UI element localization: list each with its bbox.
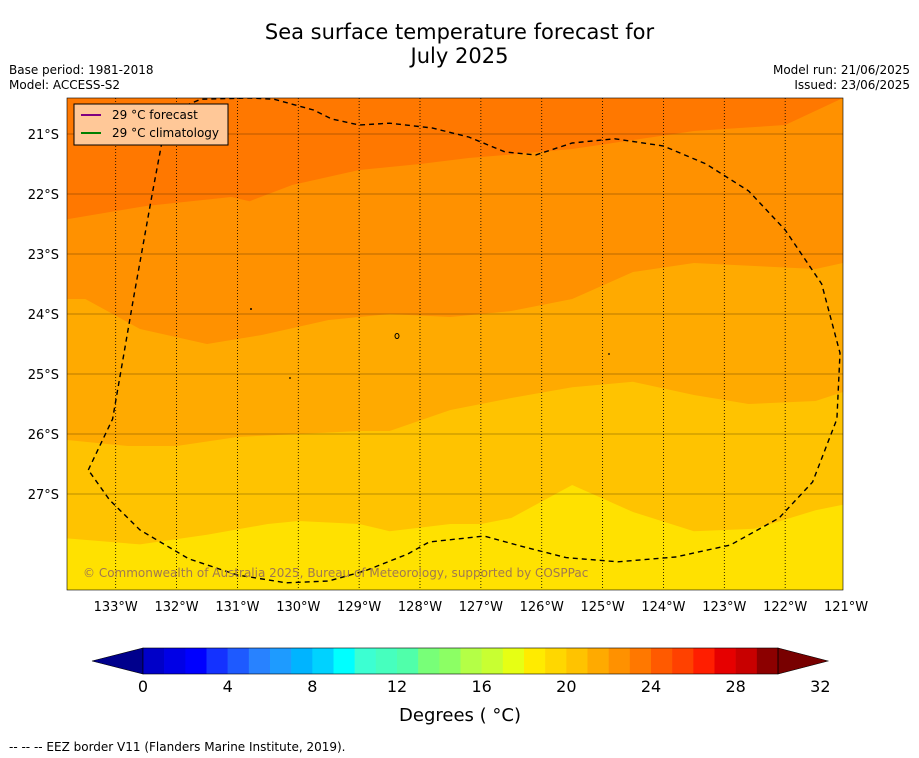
sst-map: © Commonwealth of Australia 2025, Bureau… bbox=[28, 97, 869, 726]
model-label: Model: ACCESS-S2 bbox=[9, 78, 121, 92]
map-frame bbox=[66, 97, 844, 591]
colorbar-segment bbox=[735, 648, 758, 674]
colorbar: 0 4 8 12 16 20 24 28 32 bbox=[91, 647, 831, 696]
colorbar-segment bbox=[460, 648, 482, 674]
map-legend: 29 °C forecast 29 °C climatology bbox=[73, 103, 229, 146]
colorbar-segment bbox=[375, 648, 398, 674]
colorbar-extend-max bbox=[777, 647, 830, 675]
colorbar-segment bbox=[312, 648, 334, 674]
colorbar-tick-label: 8 bbox=[307, 677, 317, 696]
x-tick-label: 127°W bbox=[459, 600, 503, 615]
colorbar-segment bbox=[481, 648, 504, 674]
x-tick-label: 122°W bbox=[763, 600, 807, 615]
colorbar-segment bbox=[164, 648, 186, 674]
island-marker bbox=[250, 308, 252, 310]
x-tick-label: 131°W bbox=[215, 600, 259, 615]
colorbar-segment bbox=[756, 648, 779, 674]
legend-box bbox=[73, 103, 229, 146]
colorbar-tick-label: 24 bbox=[641, 677, 661, 696]
x-tick-label: 123°W bbox=[702, 600, 746, 615]
colorbar-segment bbox=[545, 648, 567, 674]
x-tick-label: 124°W bbox=[641, 600, 685, 615]
x-tick-label: 129°W bbox=[337, 600, 381, 615]
island-marker bbox=[289, 377, 291, 379]
colorbar-tick-label: 20 bbox=[556, 677, 576, 696]
colorbar-segment bbox=[524, 648, 546, 674]
colorbar-segment bbox=[714, 648, 736, 674]
colorbar-tick-label: 4 bbox=[223, 677, 233, 696]
colorbar-segment bbox=[333, 648, 355, 674]
y-tick-label: 26°S bbox=[28, 428, 59, 443]
chart-title-line2: July 2025 bbox=[410, 44, 509, 68]
colorbar-segment bbox=[354, 648, 377, 674]
x-tick-label: 133°W bbox=[94, 600, 138, 615]
x-tick-label: 128°W bbox=[398, 600, 442, 615]
island-marker bbox=[608, 353, 610, 355]
x-tick-label: 121°W bbox=[824, 600, 868, 615]
x-axis-ticks: 133°W 132°W 131°W 130°W 129°W 128°W 127°W 126°W… bbox=[94, 600, 869, 615]
model-run-label: Model run: 21/06/2025 bbox=[772, 63, 910, 77]
colorbar-tick-label: 16 bbox=[471, 677, 491, 696]
map-grid bbox=[67, 98, 843, 590]
colorbar-segment bbox=[439, 648, 461, 674]
issued-label: Issued: 23/06/2025 bbox=[794, 78, 910, 92]
colorbar-frame bbox=[142, 647, 779, 675]
y-tick-label: 22°S bbox=[28, 188, 59, 203]
x-tick-label: 132°W bbox=[154, 600, 198, 615]
y-axis-ticks: 21°S 22°S 23°S 24°S 25°S 26°S 27°S bbox=[28, 128, 59, 503]
base-period-label: Base period: 1981-2018 bbox=[9, 63, 154, 77]
sst-band bbox=[67, 485, 843, 590]
chart-title-line1: Sea surface temperature forecast for bbox=[264, 20, 655, 44]
colorbar-segment bbox=[651, 648, 673, 674]
sst-band bbox=[67, 98, 843, 220]
y-tick-label: 25°S bbox=[28, 368, 59, 383]
colorbar-segment bbox=[418, 648, 440, 674]
y-tick-label: 27°S bbox=[28, 488, 59, 503]
y-tick-label: 24°S bbox=[28, 308, 59, 323]
x-tick-label: 126°W bbox=[520, 600, 564, 615]
colorbar-segment bbox=[270, 648, 292, 674]
colorbar-segment bbox=[291, 648, 313, 674]
legend-climatology-label: 29 °C climatology bbox=[112, 126, 219, 140]
colorbar-tick-label: 12 bbox=[387, 677, 407, 696]
colorbar-segment bbox=[227, 648, 250, 674]
colorbar-extend-min bbox=[91, 647, 144, 675]
colorbar-segment bbox=[693, 648, 715, 674]
x-tick-label: 125°W bbox=[581, 600, 625, 615]
colorbar-segment bbox=[248, 648, 271, 674]
colorbar-segment bbox=[608, 648, 631, 674]
eez-footnote: -- -- -- EEZ border V11 (Flanders Marine… bbox=[9, 740, 346, 754]
colorbar-segment bbox=[397, 648, 419, 674]
colorbar-segment bbox=[629, 648, 652, 674]
copyright-text: © Commonwealth of Australia 2025, Bureau… bbox=[83, 566, 588, 580]
island-markers bbox=[250, 308, 610, 379]
colorbar-title: Degrees ( °C) bbox=[399, 705, 521, 726]
colorbar-segment bbox=[185, 648, 207, 674]
colorbar-segment bbox=[502, 648, 525, 674]
colorbar-segment bbox=[566, 648, 588, 674]
legend-forecast-label: 29 °C forecast bbox=[112, 108, 198, 122]
y-tick-label: 23°S bbox=[28, 248, 59, 263]
sst-bands bbox=[67, 98, 843, 590]
colorbar-tick-label: 0 bbox=[138, 677, 148, 696]
x-tick-label: 130°W bbox=[276, 600, 320, 615]
colorbar-segment bbox=[672, 648, 694, 674]
colorbar-segment bbox=[587, 648, 609, 674]
colorbar-tick-label: 28 bbox=[725, 677, 745, 696]
colorbar-segment bbox=[206, 648, 228, 674]
colorbar-segment bbox=[143, 648, 165, 674]
island-marker bbox=[394, 333, 400, 339]
y-tick-label: 21°S bbox=[28, 128, 59, 143]
colorbar-tick-label: 32 bbox=[810, 677, 830, 696]
